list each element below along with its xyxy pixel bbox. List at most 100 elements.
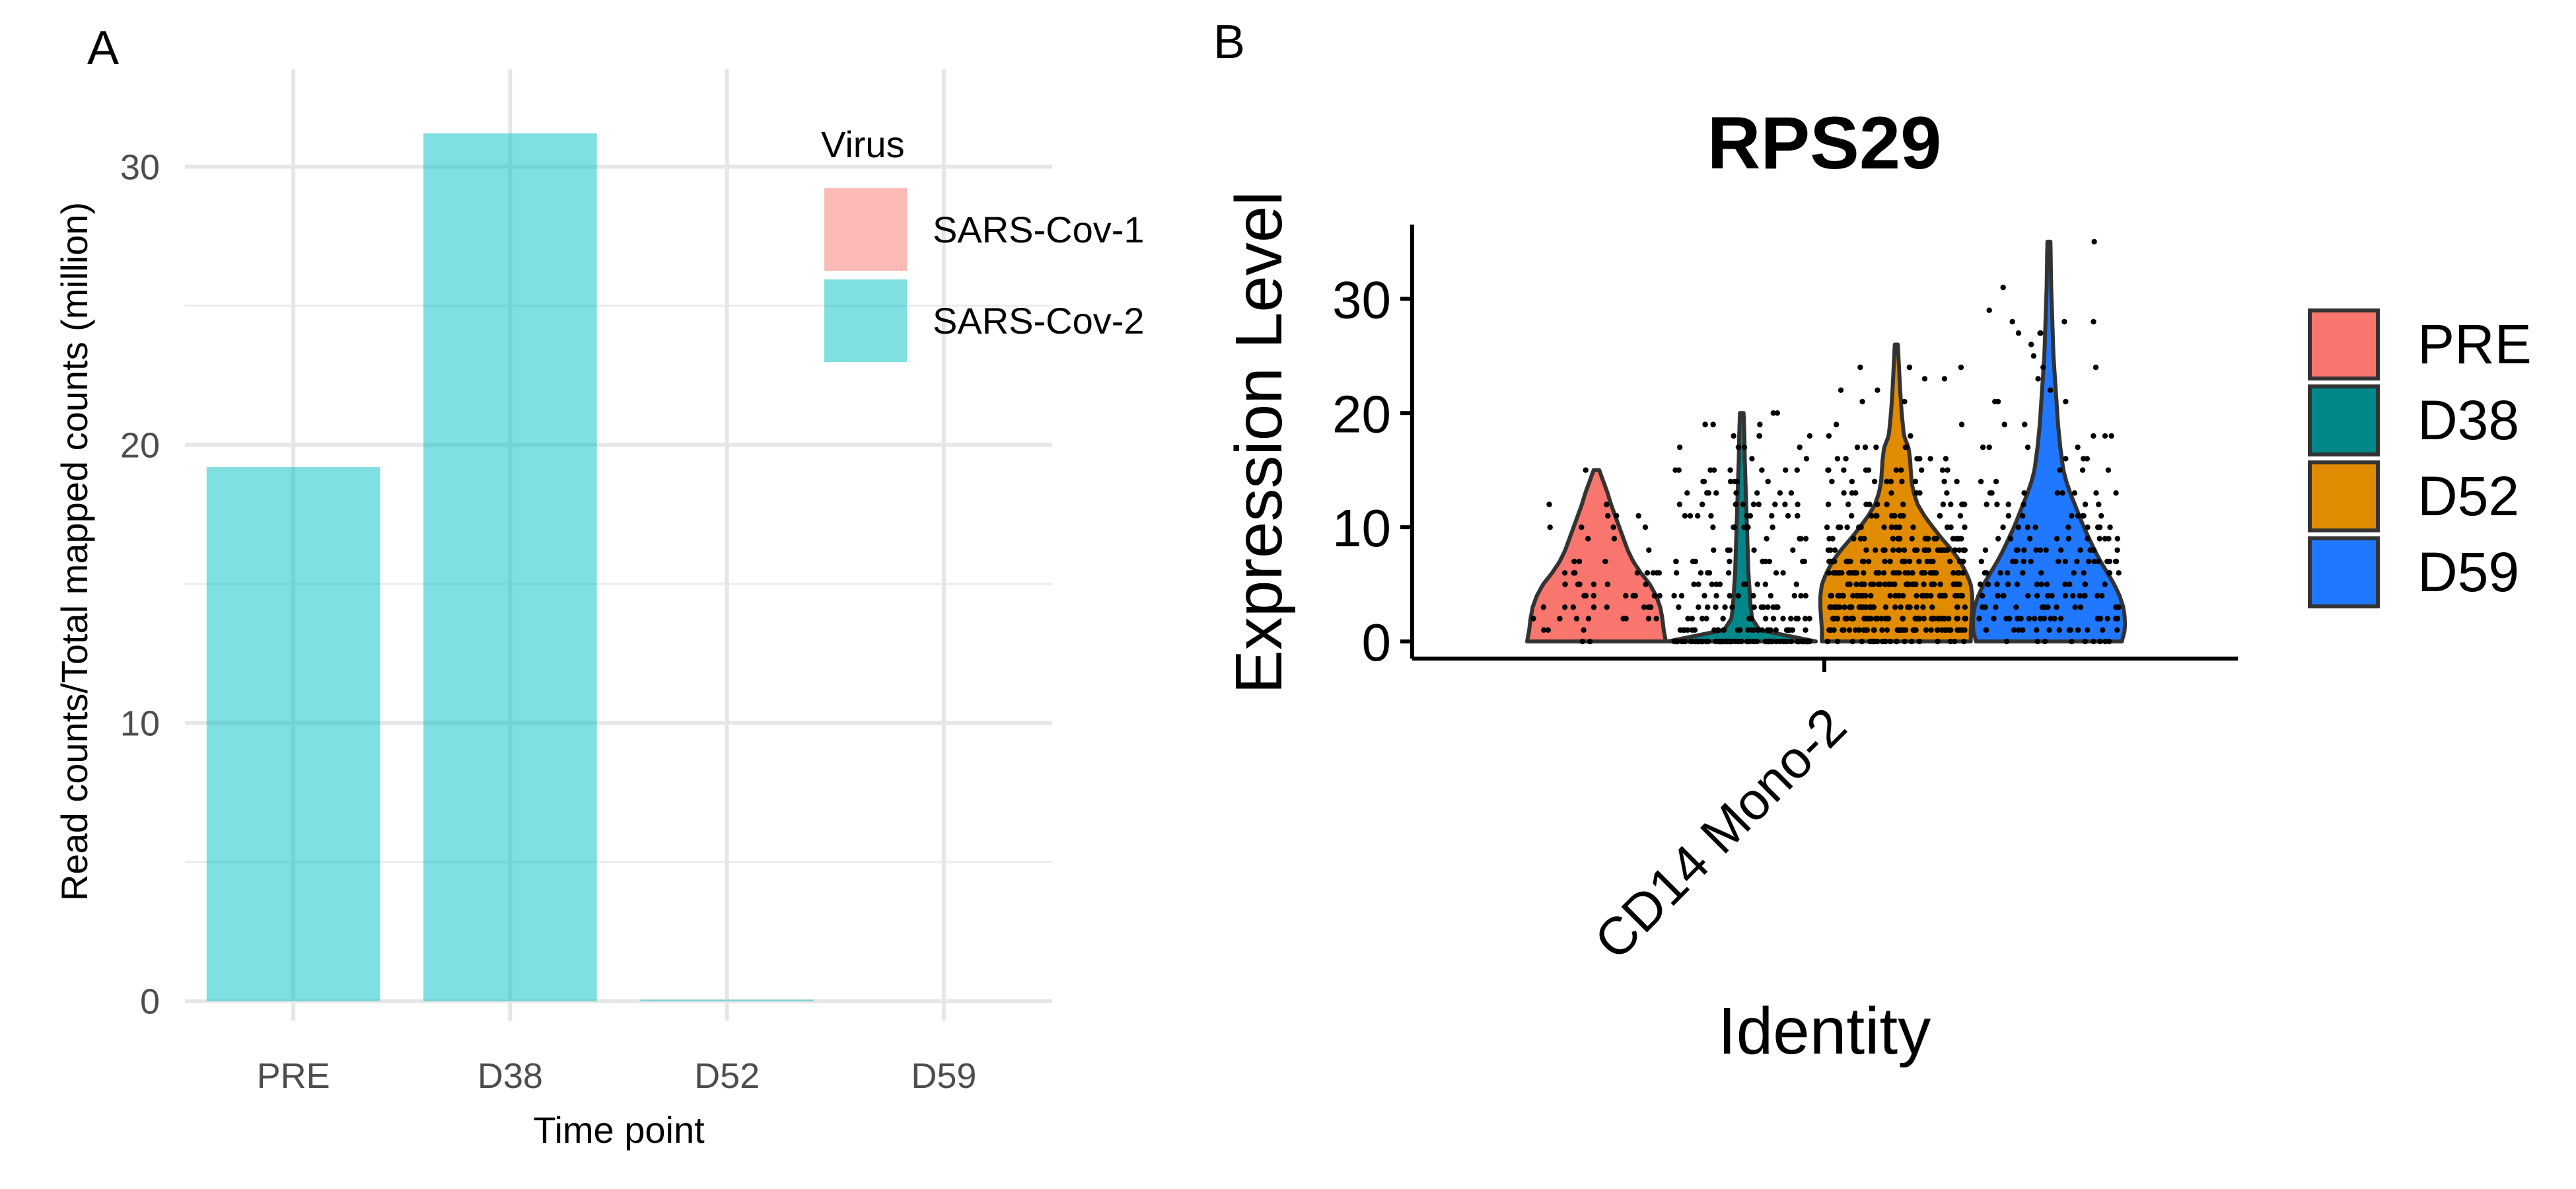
data-point — [2057, 616, 2064, 622]
data-point — [1713, 490, 1719, 496]
data-point — [1858, 524, 1864, 530]
data-point — [2049, 593, 2055, 599]
data-point — [1896, 524, 1902, 530]
data-point — [2020, 513, 2026, 519]
data-point — [1696, 604, 1701, 610]
data-point — [1828, 627, 1834, 633]
data-point — [2102, 536, 2108, 542]
data-point — [1879, 627, 1885, 633]
data-point — [1775, 604, 1781, 610]
legend-swatch — [2308, 460, 2380, 532]
legend-title: Virus — [821, 124, 905, 165]
data-point — [1861, 536, 1867, 542]
data-point — [1695, 513, 1701, 519]
data-point — [1875, 501, 1880, 507]
legend-swatch — [824, 279, 907, 362]
data-point — [2114, 547, 2120, 553]
data-point — [1910, 524, 1916, 530]
data-point — [2102, 433, 2108, 439]
data-point — [2114, 616, 2121, 622]
data-point — [1644, 570, 1651, 576]
data-point — [1773, 627, 1779, 633]
data-point — [1715, 627, 1721, 633]
data-point — [1591, 604, 1597, 610]
data-point — [1620, 616, 1626, 622]
data-point — [1987, 490, 1993, 496]
y-tick-label: 10 — [120, 703, 160, 743]
data-point — [1711, 547, 1717, 553]
data-point — [1952, 593, 1958, 599]
data-point — [1986, 444, 1992, 450]
data-point — [1611, 536, 1618, 542]
data-point — [1917, 456, 1923, 462]
data-point — [1941, 478, 1947, 485]
data-point — [2009, 318, 2015, 325]
data-point — [1561, 604, 1568, 610]
data-point — [2085, 536, 2091, 542]
data-point — [1824, 524, 1830, 530]
data-point — [1645, 616, 1652, 622]
data-point — [1895, 536, 1901, 542]
data-point — [1785, 627, 1791, 633]
data-point — [1826, 570, 1832, 576]
data-point — [1860, 604, 1866, 610]
data-point — [2098, 513, 2104, 519]
data-point — [1854, 444, 1861, 450]
data-point — [2065, 524, 2071, 530]
data-point — [1928, 627, 1934, 633]
data-point — [1984, 501, 1989, 507]
data-point — [1795, 616, 1801, 622]
data-point — [1865, 467, 1872, 473]
data-point — [2056, 627, 2062, 633]
data-point — [1727, 558, 1733, 565]
data-point — [2062, 593, 2069, 599]
data-point — [2065, 536, 2071, 542]
data-point — [1898, 604, 1904, 610]
data-point — [1947, 558, 1953, 565]
data-point — [1871, 627, 1877, 633]
data-point — [1832, 558, 1838, 565]
data-point — [1868, 593, 1874, 599]
data-point — [1826, 467, 1832, 473]
data-point — [1878, 616, 1884, 622]
data-point — [2033, 547, 2039, 553]
panel-b-label: B — [1213, 16, 1245, 69]
data-point — [2081, 570, 2087, 576]
data-point — [1980, 593, 1986, 599]
data-point — [1740, 581, 1747, 587]
y-tick-label: 20 — [120, 425, 160, 465]
data-point — [1783, 467, 1789, 473]
data-point — [1717, 581, 1723, 587]
data-point — [2048, 616, 2054, 622]
data-point — [1884, 501, 1890, 507]
data-point — [1789, 627, 1796, 633]
data-point — [1614, 513, 1620, 519]
data-point — [1995, 593, 2001, 599]
data-point — [1942, 547, 1948, 553]
data-point — [1770, 524, 1775, 530]
data-point — [1605, 513, 1611, 519]
data-point — [1541, 627, 1547, 633]
data-point — [1887, 593, 1893, 599]
data-point — [1877, 581, 1883, 587]
data-point — [1844, 524, 1850, 530]
y-tick-label: 0 — [1362, 613, 1392, 672]
data-point — [1826, 536, 1832, 542]
data-point — [1940, 501, 1947, 507]
data-point — [1894, 638, 1900, 645]
data-point — [1857, 364, 1863, 371]
data-point — [1892, 513, 1898, 519]
data-point — [1923, 627, 1929, 633]
x-tick-label: D38 — [478, 1056, 543, 1096]
data-point — [1729, 604, 1735, 610]
data-point — [1841, 467, 1847, 473]
data-point — [1788, 490, 1795, 496]
data-point — [1882, 604, 1889, 610]
data-point — [1807, 433, 1813, 439]
data-point — [1696, 581, 1701, 587]
data-point — [1802, 616, 1808, 622]
data-point — [1993, 604, 1999, 610]
data-point — [1646, 547, 1652, 553]
data-point — [1943, 456, 1949, 462]
data-point — [1806, 638, 1812, 645]
